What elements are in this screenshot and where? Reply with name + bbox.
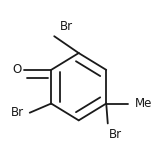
Text: Br: Br xyxy=(11,106,24,119)
Text: Br: Br xyxy=(60,20,74,33)
Text: Br: Br xyxy=(109,128,122,141)
Text: Me: Me xyxy=(135,97,153,110)
Text: O: O xyxy=(13,63,22,76)
